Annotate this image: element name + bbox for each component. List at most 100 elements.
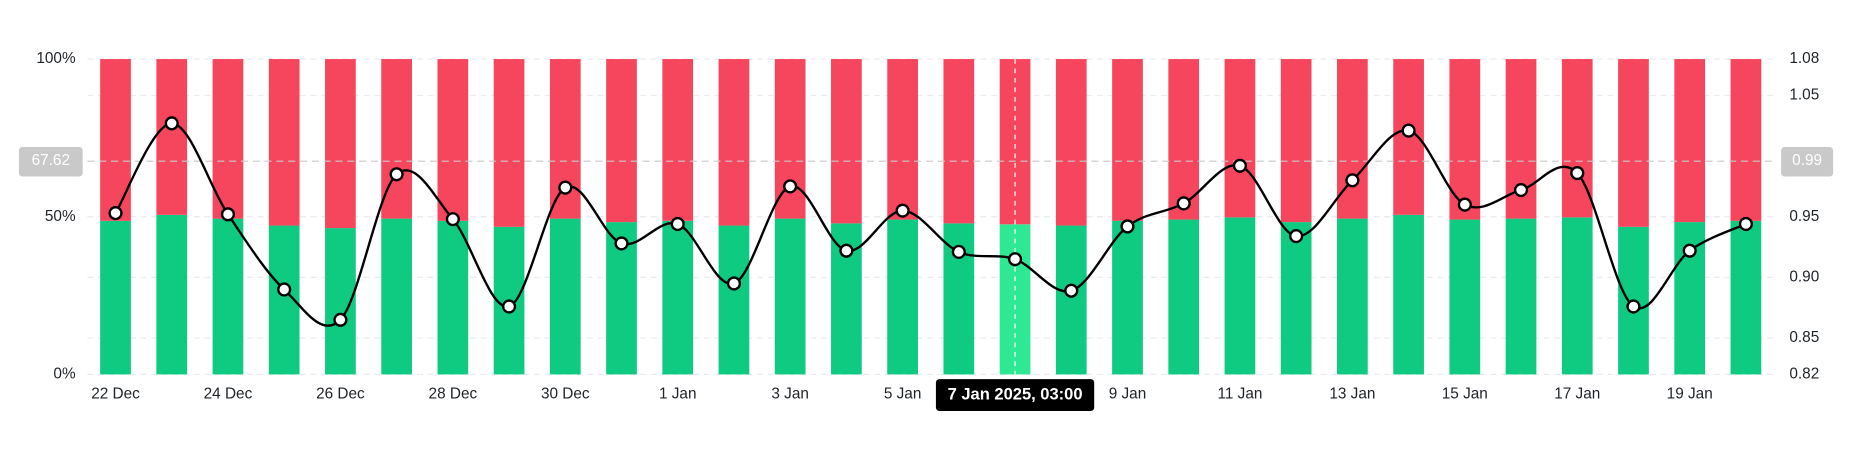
bar-segment [831,59,862,224]
ratio-point [1457,197,1472,212]
ratio-point [1345,173,1360,188]
bar-segment [1168,59,1200,220]
bar-segment [1280,222,1312,375]
bar-segment [887,219,918,375]
bar-segment [662,59,694,221]
ratio-line [114,122,1747,327]
ratio-point [614,236,629,251]
y2-tick-label: 0.95 [1789,208,1819,225]
crosshair-x-label: 7 Jan 2025, 03:00 [948,384,1083,403]
bar-segment [1280,59,1312,223]
ratio-point [501,299,517,314]
bar-segment [268,59,300,226]
bar-segment [325,59,356,229]
y2-tick-label: 1.05 [1789,87,1819,104]
bar-segment [774,218,806,375]
y2-tick-label: 0.82 [1789,365,1819,382]
ratio-point [164,116,179,131]
ratio-point [1120,219,1135,234]
ratio-point [951,244,966,259]
ratio-point [277,282,292,297]
bar-segment [1449,59,1481,220]
bar-segment [1618,59,1649,227]
x-tick-label: 30 Dec [541,386,590,403]
x-tick-label: 26 Dec [316,386,365,403]
bar-segment [606,59,637,223]
bar-segment [718,59,750,226]
x-tick-label: 13 Jan [1329,386,1375,403]
crosshair-y-label: 67.62 [32,152,70,169]
x-tick-label: 3 Jan [771,386,809,403]
y2-tick-label: 1.08 [1789,50,1819,67]
x-tick-label: 19 Jan [1667,386,1713,403]
bar-segment [774,59,806,219]
x-tick-label: 22 Dec [91,386,140,403]
bar-segment [1224,217,1256,375]
bar-segment [718,225,750,375]
bar-segment [1168,219,1200,375]
ratio-point [108,206,123,221]
x-tick-label: 11 Jan [1217,386,1262,403]
ratio-point [1626,299,1641,314]
bar-segment [549,218,581,375]
ratio-point [333,312,348,327]
ratio-point [670,216,685,232]
bar-segment [212,59,244,219]
ratio-point [1401,123,1416,138]
bar-segment [1112,220,1143,375]
ratio-point [1232,158,1248,173]
bar-segment [212,218,244,375]
crosshair-y2-box [1781,146,1834,177]
ratio-point [220,207,236,222]
ratio-point [445,212,460,227]
ratio-point [783,179,798,194]
y2-tick-label: 0.85 [1789,329,1819,346]
ratio-point [839,243,854,258]
ratio-point [895,203,910,218]
bar-segment [1505,218,1537,375]
ratio-point [1570,165,1585,181]
bar-segment [100,220,131,375]
bar-segment [1561,217,1593,375]
ratio-point [389,167,404,182]
bar-segment [662,220,694,375]
bar-segment [999,59,1031,225]
bar-segment [1730,59,1762,221]
bar-segment [887,59,918,220]
ratio-point [1738,216,1754,232]
ratio-point [558,180,573,195]
ratio-point [1064,283,1079,298]
bar-segment [1055,59,1087,226]
bar-segment [943,59,975,224]
x-tick-label: 17 Jan [1554,386,1600,403]
y-tick-label: 0% [53,365,76,382]
ratio-point [1513,182,1529,198]
bar-segment [437,59,469,221]
x-tick-label: 15 Jan [1442,386,1488,403]
bar-segment [493,59,525,227]
bar-segment [156,214,188,375]
x-tick-label: 5 Jan [884,386,922,403]
y2-tick-label: 0.90 [1789,268,1819,285]
y-tick-label: 100% [36,50,76,67]
ratio-point [1176,196,1191,211]
bar-segment [1224,59,1256,218]
x-tick-label: 9 Jan [1109,386,1147,403]
bar-segment [1393,214,1424,375]
bar-segment [1112,59,1143,221]
bar-segment [381,218,412,375]
crosshair-x-box [935,379,1095,412]
ratio-point [726,276,742,291]
ratio-point [1682,243,1697,258]
bar-segment [1674,59,1706,223]
ratio-point [1007,252,1023,267]
bar-segment [1337,218,1368,375]
ratio-point [1289,229,1304,244]
crosshair-y2-label: 0.99 [1792,152,1822,169]
bar-segment [1449,219,1481,375]
bar-segment [1337,59,1368,219]
bar-segment [1730,220,1762,375]
bar-segment [100,59,131,221]
x-tick-label: 28 Dec [429,386,478,403]
